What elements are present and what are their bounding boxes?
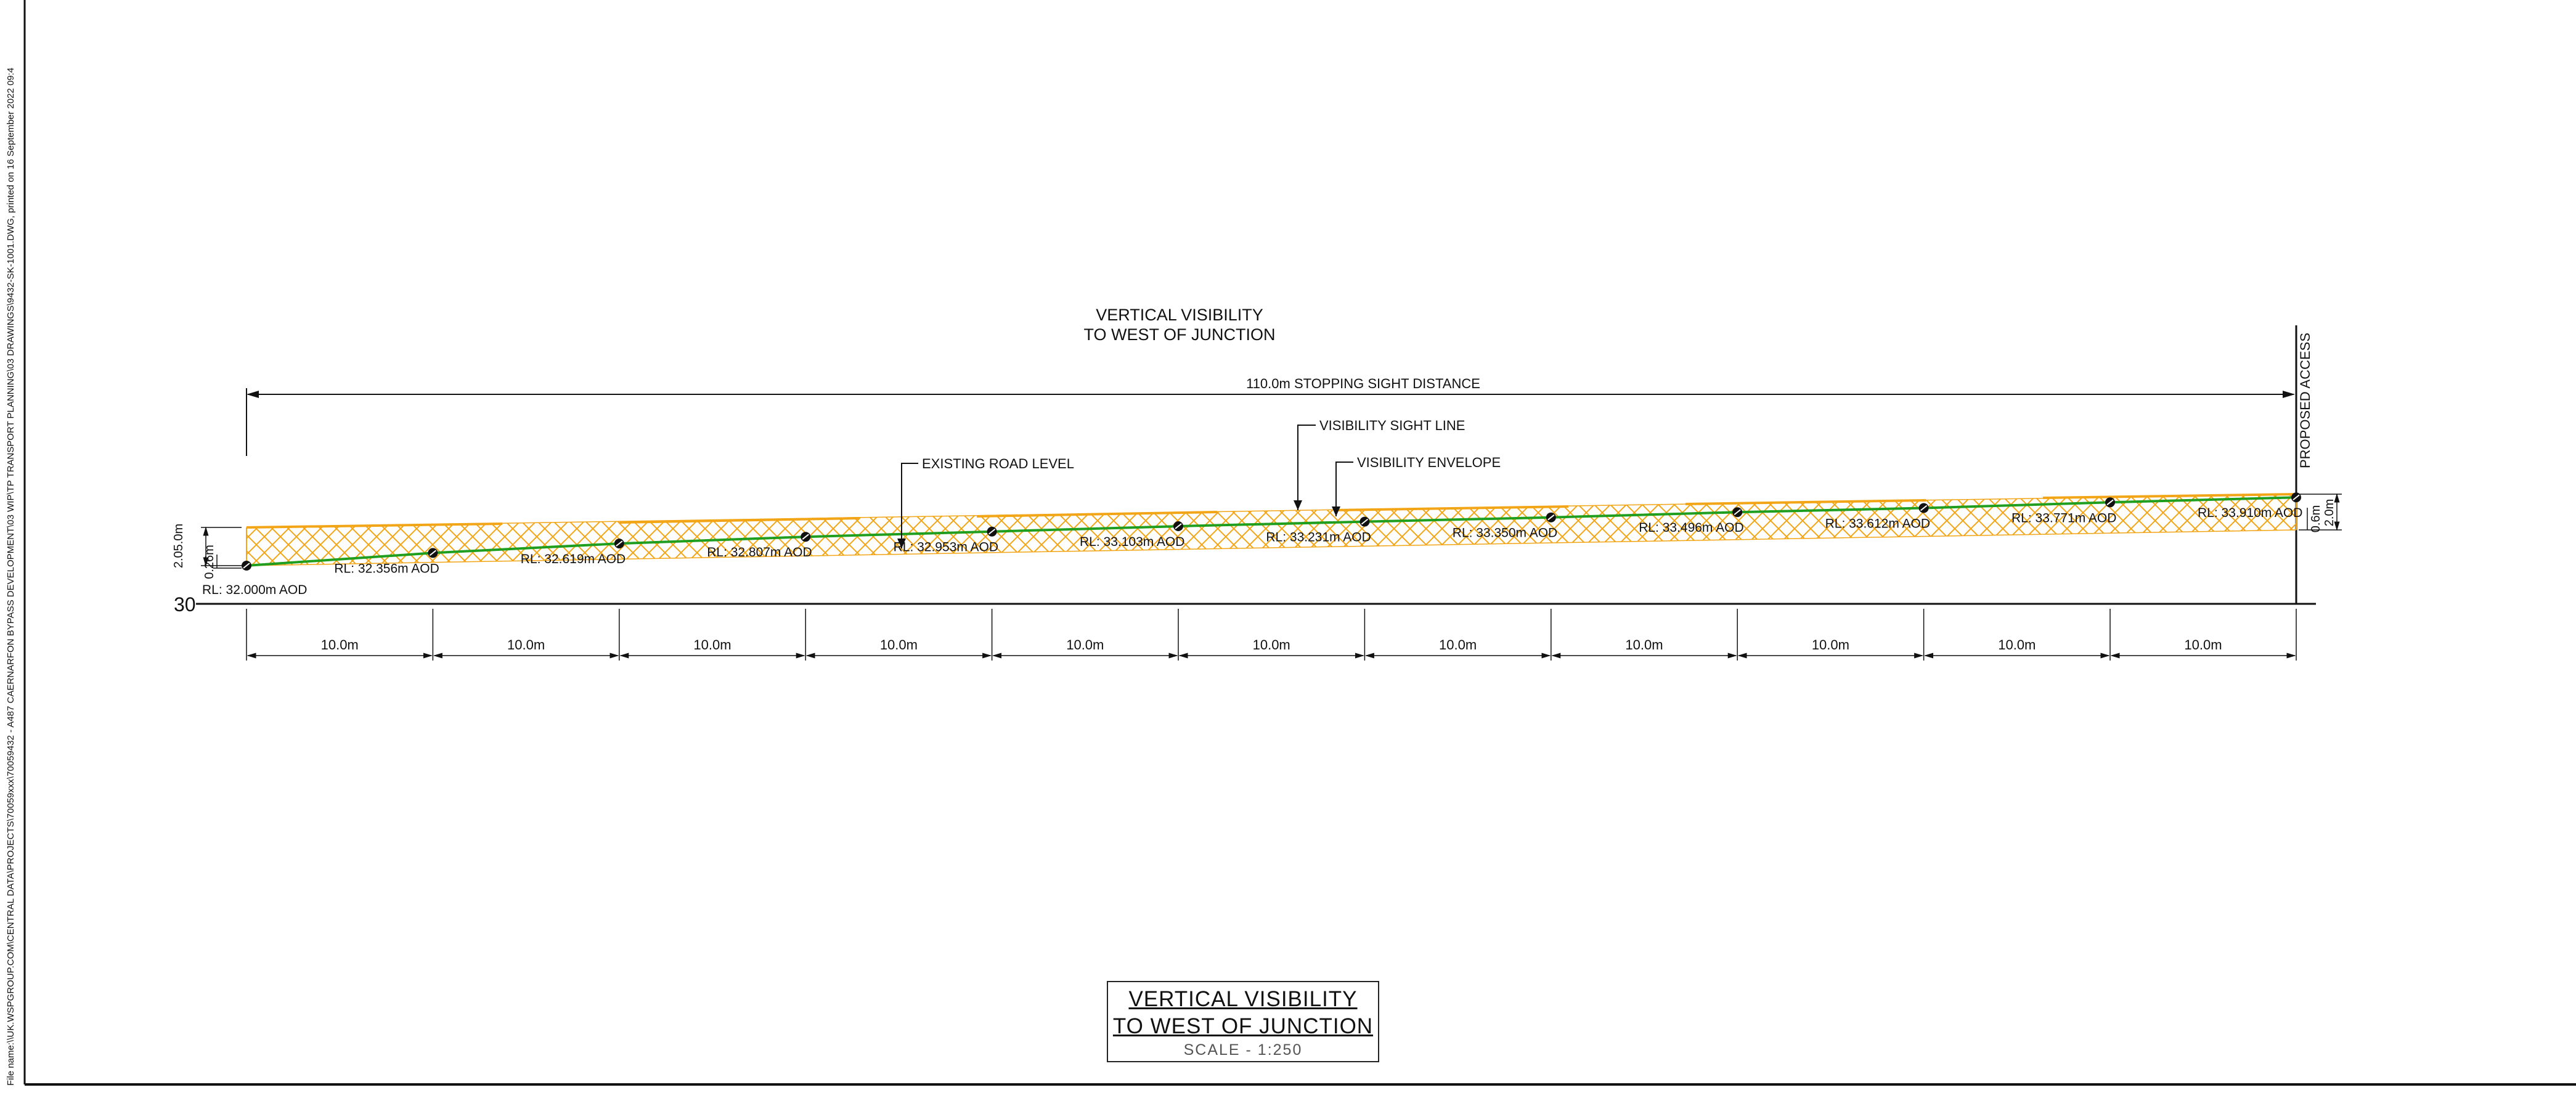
datum-label: 30 (174, 593, 196, 616)
segment-dimension-label-6: 10.0m (1253, 637, 1290, 653)
level-label-12: RL: 33.910m AOD (2198, 506, 2302, 520)
segment-dimension-label-8: 10.0m (1625, 637, 1663, 653)
segment-dimension-label-5: 10.0m (1066, 637, 1104, 653)
title-block: VERTICAL VISIBILITY TO WEST OF JUNCTION … (1107, 981, 1379, 1062)
title-block-line1: VERTICAL VISIBILITY (1128, 987, 1358, 1011)
callout-existing-road-level: EXISTING ROAD LEVEL (897, 456, 1074, 548)
level-marker-mark-10 (1920, 505, 1928, 511)
right-dim-outer-label: 2.0m (2323, 499, 2336, 526)
left-dim-lower-label: 0.26m (203, 545, 216, 579)
level-marker-mark-6 (1175, 523, 1182, 529)
level-marker-mark-7 (1361, 518, 1369, 525)
level-marker-mark-5 (988, 528, 996, 535)
drawing-heading-line1: VERTICAL VISIBILITY (1096, 306, 1263, 324)
segment-dimension-label-1: 10.0m (321, 637, 359, 653)
level-label-1: RL: 32.000m AOD (202, 583, 307, 597)
drawing-heading-line2: TO WEST OF JUNCTION (1083, 325, 1275, 344)
profile-group: RL: 32.000m AOD RL: 32.356m AOD RL: 32.619… (202, 492, 2302, 661)
title-block-scale: SCALE - 1:250 (1183, 1041, 1303, 1059)
level-label-3: RL: 32.619m AOD (521, 552, 626, 566)
segment-dimension-label-10: 10.0m (1998, 637, 2036, 653)
level-marker-mark-1 (243, 563, 250, 569)
callout-visibility-sight-line: VISIBILITY SIGHT LINE (1294, 418, 1465, 510)
level-marker-mark-3 (616, 540, 623, 547)
level-marker-mark-4 (802, 534, 809, 540)
segment-dimension-label-7: 10.0m (1439, 637, 1477, 653)
segment-dimension-label-2: 10.0m (507, 637, 545, 653)
level-label-6: RL: 33.103m AOD (1080, 535, 1184, 549)
level-label-11: RL: 33.771m AOD (2011, 511, 2116, 525)
overall-dimension-label: 110.0m STOPPING SIGHT DISTANCE (1246, 376, 1480, 391)
level-label-8: RL: 33.350m AOD (1453, 526, 1557, 540)
callout-visibility-envelope-text: VISIBILITY ENVELOPE (1357, 455, 1501, 470)
proposed-access-label: PROPOSED ACCESS (2297, 333, 2313, 468)
level-marker-mark-2 (429, 550, 437, 556)
callout-visibility-sight-line-text: VISIBILITY SIGHT LINE (1319, 418, 1465, 433)
file-path-note: File name:\\UK.WSPGROUP.COM\CENTRAL DATA… (6, 68, 16, 1086)
right-height-dimensions: 0.6m 2.0m (2299, 493, 2342, 532)
level-label-5: RL: 32.953m AOD (894, 540, 998, 555)
level-label-2: RL: 32.356m AOD (334, 561, 439, 575)
title-block-line2: TO WEST OF JUNCTION (1112, 1014, 1374, 1038)
left-dim-upper-label: 2.05.0m (172, 524, 185, 568)
level-label-9: RL: 33.496m AOD (1639, 521, 1743, 535)
segment-dimension-label-4: 10.0m (880, 637, 918, 653)
right-dim-inner-label: 0.6m (2309, 505, 2323, 532)
segment-dimension-label-9: 10.0m (1812, 637, 1849, 653)
segment-dimension-label-11: 10.0m (2184, 637, 2222, 653)
level-marker-mark-8 (1547, 514, 1555, 521)
envelope-top-line (246, 494, 2297, 528)
segment-dimension-label-3: 10.0m (693, 637, 731, 653)
level-label-10: RL: 33.612m AOD (1825, 517, 1930, 531)
level-marker-mark-11 (2106, 499, 2114, 506)
callout-existing-road-level-text: EXISTING ROAD LEVEL (922, 456, 1074, 471)
left-height-dimensions: 2.05.0m 0.26m (172, 524, 242, 579)
envelope-bottom-line (246, 529, 2297, 566)
existing-road-profile (246, 496, 2297, 567)
callout-visibility-envelope: VISIBILITY ENVELOPE (1332, 455, 1501, 516)
level-label-7: RL: 33.231m AOD (1266, 531, 1371, 545)
level-label-4: RL: 32.807m AOD (707, 545, 812, 559)
level-marker-mark-12 (2293, 494, 2300, 501)
envelope-top-segment-2 (619, 517, 860, 524)
level-marker-mark-9 (1734, 509, 1741, 516)
